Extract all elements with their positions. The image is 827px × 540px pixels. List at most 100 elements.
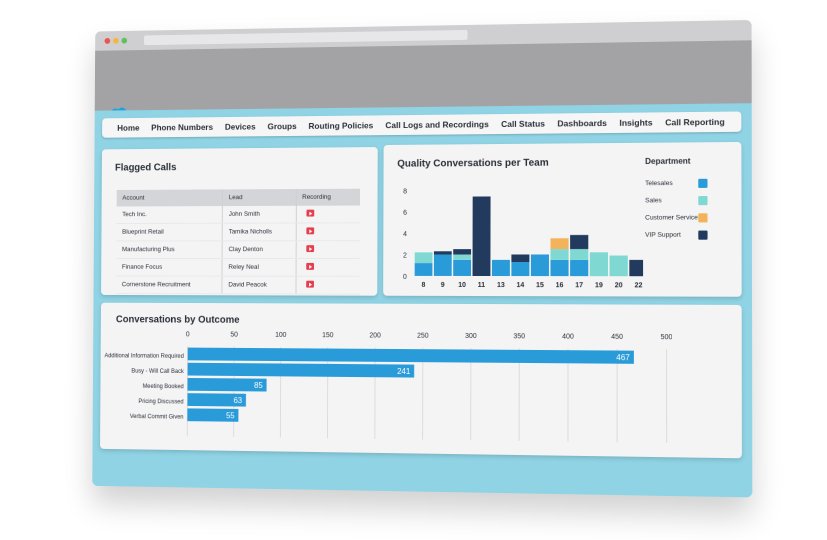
legend-swatch-vip-support [698, 231, 707, 240]
category-label: Busy - Will Call Back [131, 369, 183, 375]
bar-segment-sales[interactable] [415, 252, 433, 263]
outcome-bar[interactable] [188, 348, 634, 364]
x-tick-label: 250 [417, 333, 429, 340]
nav-insights[interactable]: Insights [619, 117, 652, 127]
x-tick-label: 0 [186, 331, 190, 338]
recording-cell [296, 206, 360, 223]
nav-groups[interactable]: Groups [267, 121, 296, 131]
bar-segment-telesales[interactable] [492, 260, 510, 276]
x-tick-label: 14 [516, 282, 524, 289]
table-row[interactable]: Blueprint Retail Tamika Nicholls [116, 223, 359, 241]
x-tick-label: 300 [465, 333, 477, 340]
bar-segment-vip-support[interactable] [473, 196, 491, 276]
close-window-icon[interactable] [105, 38, 111, 44]
nav-routing-policies[interactable]: Routing Policies [309, 120, 374, 131]
bar-segment-sales[interactable] [590, 252, 608, 276]
address-bar[interactable] [144, 30, 468, 45]
nav-call-reporting[interactable]: Call Reporting [665, 117, 725, 128]
browser-window: Home Phone Numbers Devices Groups Routin… [92, 20, 752, 497]
app-body: Home Phone Numbers Devices Groups Routin… [92, 103, 752, 497]
bar-segment-telesales[interactable] [550, 260, 568, 276]
nav-call-logs[interactable]: Call Logs and Recordings [385, 119, 488, 130]
category-label: Additional Information Required [104, 353, 183, 360]
stacked-bar-chart: 0 2 4 6 8 8 9 10 11 13 14 15 16 17 19 20 22 [383, 143, 643, 297]
bar-segment-vip-support[interactable] [570, 235, 588, 249]
table-row[interactable]: Cornerstone Recruitment David Peacok [116, 276, 360, 294]
nav-phone-numbers[interactable]: Phone Numbers [151, 122, 213, 132]
x-tick-label: 16 [556, 282, 564, 289]
bar-segment-vip-support[interactable] [511, 254, 529, 262]
lead-cell: John Smith [222, 206, 295, 223]
bar-segment-customer-service[interactable] [550, 238, 568, 249]
bar-segment-telesales[interactable] [453, 260, 471, 276]
conversations-by-outcome-card: Conversations by Outcome 0 50 100 150 200 250… [100, 303, 742, 459]
flagged-calls-card: Flagged Calls Account Lead Recording Tec… [101, 147, 378, 296]
bar-segment-sales[interactable] [570, 249, 588, 260]
bar-segment-telesales[interactable] [570, 260, 588, 276]
bar-segment-vip-support[interactable] [629, 260, 643, 276]
x-tick-label: 15 [536, 282, 544, 289]
bar-segment-telesales[interactable] [415, 263, 433, 276]
x-tick-label: 500 [661, 334, 673, 341]
play-recording-icon[interactable] [306, 245, 314, 252]
legend-label-sales: Sales [645, 197, 719, 204]
recording-cell [296, 241, 360, 259]
play-recording-icon[interactable] [306, 210, 314, 217]
column-header-account: Account [117, 189, 223, 206]
y-tick-label: 8 [403, 188, 407, 195]
x-tick-label: 200 [369, 332, 381, 339]
play-recording-icon[interactable] [306, 263, 314, 270]
x-tick-label: 450 [611, 334, 623, 341]
top-nav: Home Phone Numbers Devices Groups Routin… [102, 111, 741, 137]
outcome-bar[interactable] [188, 363, 415, 378]
x-tick-label: 22 [635, 282, 643, 289]
bar-segment-vip-support[interactable] [434, 251, 452, 254]
column-header-recording: Recording [296, 189, 360, 206]
bar-segment-telesales[interactable] [434, 255, 452, 276]
x-tick-label: 400 [562, 333, 574, 340]
minimize-window-icon[interactable] [113, 38, 119, 44]
bar-value-label: 467 [616, 353, 630, 362]
play-recording-icon[interactable] [306, 281, 314, 288]
lead-cell: Tamika Nicholls [222, 223, 295, 241]
nav-devices[interactable]: Devices [225, 122, 256, 132]
recording-cell [295, 276, 359, 294]
column-header-lead: Lead [223, 189, 296, 206]
y-tick-label: 2 [403, 252, 407, 259]
table-row[interactable]: Tech Inc. John Smith [117, 206, 360, 224]
bar-segment-sales[interactable] [453, 255, 471, 260]
table-header-row: Account Lead Recording [117, 189, 360, 207]
x-tick-label: 17 [575, 282, 583, 289]
x-tick-label: 19 [595, 282, 603, 289]
maximize-window-icon[interactable] [121, 38, 127, 44]
lead-cell: David Peacok [222, 276, 295, 294]
table-row[interactable]: Manufacturing Plus Clay Denton [116, 241, 360, 259]
bar-segment-telesales[interactable] [531, 254, 549, 276]
nav-home[interactable]: Home [117, 123, 139, 133]
y-tick-label: 0 [403, 274, 407, 281]
horizontal-bar-chart: 0 50 100 150 200 250 300 350 400 450 500 Additional… [100, 303, 742, 459]
bar-segment-vip-support[interactable] [453, 249, 471, 254]
bar-segment-sales[interactable] [550, 249, 568, 260]
table-row[interactable]: Finance Focus Reley Neal [116, 258, 360, 276]
bar-value-label: 63 [234, 396, 243, 405]
nav-dashboards[interactable]: Dashboards [557, 118, 607, 129]
nav-call-status[interactable]: Call Status [501, 119, 545, 129]
bar-value-label: 55 [226, 411, 235, 420]
play-recording-icon[interactable] [306, 227, 314, 234]
account-cell: Tech Inc. [117, 206, 223, 223]
recording-cell [296, 223, 360, 241]
category-label: Pricing Discussed [138, 399, 183, 405]
category-label: Verbal Commit Given [130, 414, 184, 421]
bar-segment-telesales[interactable] [511, 262, 529, 276]
bar-segment-sales[interactable] [610, 256, 628, 277]
lead-cell: Reley Neal [222, 258, 295, 276]
x-tick-label: 8 [422, 282, 426, 289]
lead-cell: Clay Denton [222, 241, 295, 259]
account-cell: Cornerstone Recruitment [116, 276, 222, 294]
bar-value-label: 241 [397, 367, 410, 376]
legend-title: Department [645, 157, 690, 166]
legend-swatch-telesales [698, 179, 707, 188]
account-cell: Manufacturing Plus [116, 241, 222, 259]
